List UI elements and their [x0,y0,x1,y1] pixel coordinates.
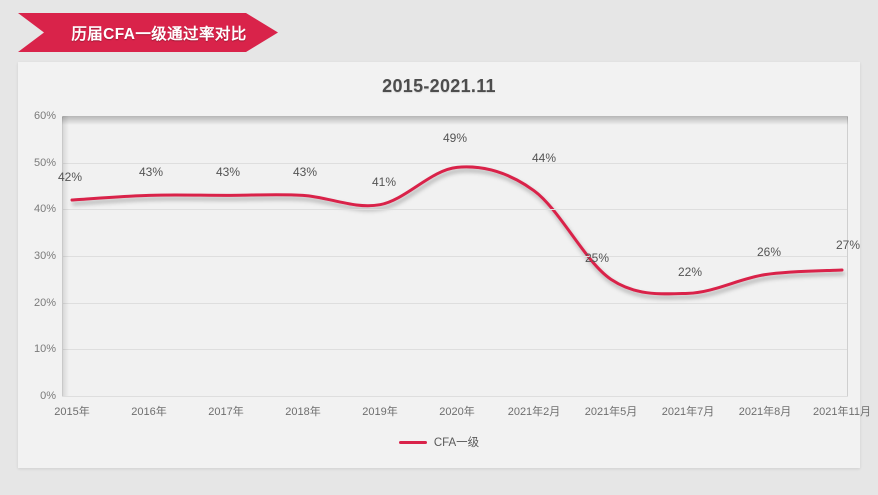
x-axis-tick-label: 2015年 [54,406,90,418]
plot-top-border [62,116,848,117]
line-series-cfa-level1 [70,165,844,296]
title-banner: 历届CFA一级通过率对比 [18,13,278,52]
x-axis-tick-label: 2021年8月 [738,406,792,418]
y-axis-tick-label: 50% [33,156,56,169]
y-axis-tick-label: 60% [33,110,56,122]
x-axis-tick-label: 2020年 [439,406,475,418]
chevron-ribbon-icon [18,13,278,52]
x-axis-tick-label: 2021年11月 [813,406,871,418]
gridline [62,209,848,211]
y-axis-tick-label: 30% [33,250,56,262]
y-axis-line [62,116,63,396]
legend-label: CFA一级 [433,437,480,449]
gridline [62,302,848,304]
gridline [62,349,848,351]
plot-area: 42% 43% 43% 43% 41% 49% 44% 25% 22% 26% 27% [58,116,860,397]
x-axis-tick-label: 2021年2月 [507,406,561,418]
x-axis-tick-label: 2019年 [362,406,398,418]
chart-card: 2015-2021.11 42% 43% 43% 43% 41% 49% 44% 25% 22%… [18,62,871,468]
chart-title: 2015-2021.11 [382,76,496,96]
x-axis-tick-label: 2021年5月 [584,406,638,418]
x-axis-tick-label: 2016年 [131,406,167,418]
legend-line-icon [398,440,427,444]
gridline [62,162,848,164]
y-axis-tick-label: 10% [33,343,56,356]
gridline [62,256,848,257]
banner-title: 历届CFA一级通过率对比 [71,25,247,43]
x-axis-tick-label: 2018年 [285,406,321,418]
plot-right-border [847,116,848,396]
y-axis-tick-label: 0% [40,390,56,402]
y-axis-tick-label: 40% [33,203,56,216]
gridline [62,396,848,397]
x-axis-tick-label: 2021年7月 [661,406,715,418]
y-axis-tick-label: 20% [33,296,56,309]
chart-legend: CFA一级 [18,434,860,450]
x-axis-tick-label: 2017年 [208,406,244,418]
